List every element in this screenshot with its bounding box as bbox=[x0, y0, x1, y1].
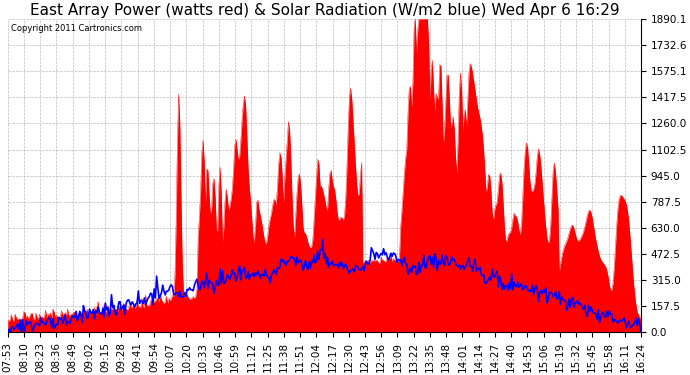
Text: Copyright 2011 Cartronics.com: Copyright 2011 Cartronics.com bbox=[11, 24, 142, 33]
Title: East Array Power (watts red) & Solar Radiation (W/m2 blue) Wed Apr 6 16:29: East Array Power (watts red) & Solar Rad… bbox=[30, 3, 619, 18]
